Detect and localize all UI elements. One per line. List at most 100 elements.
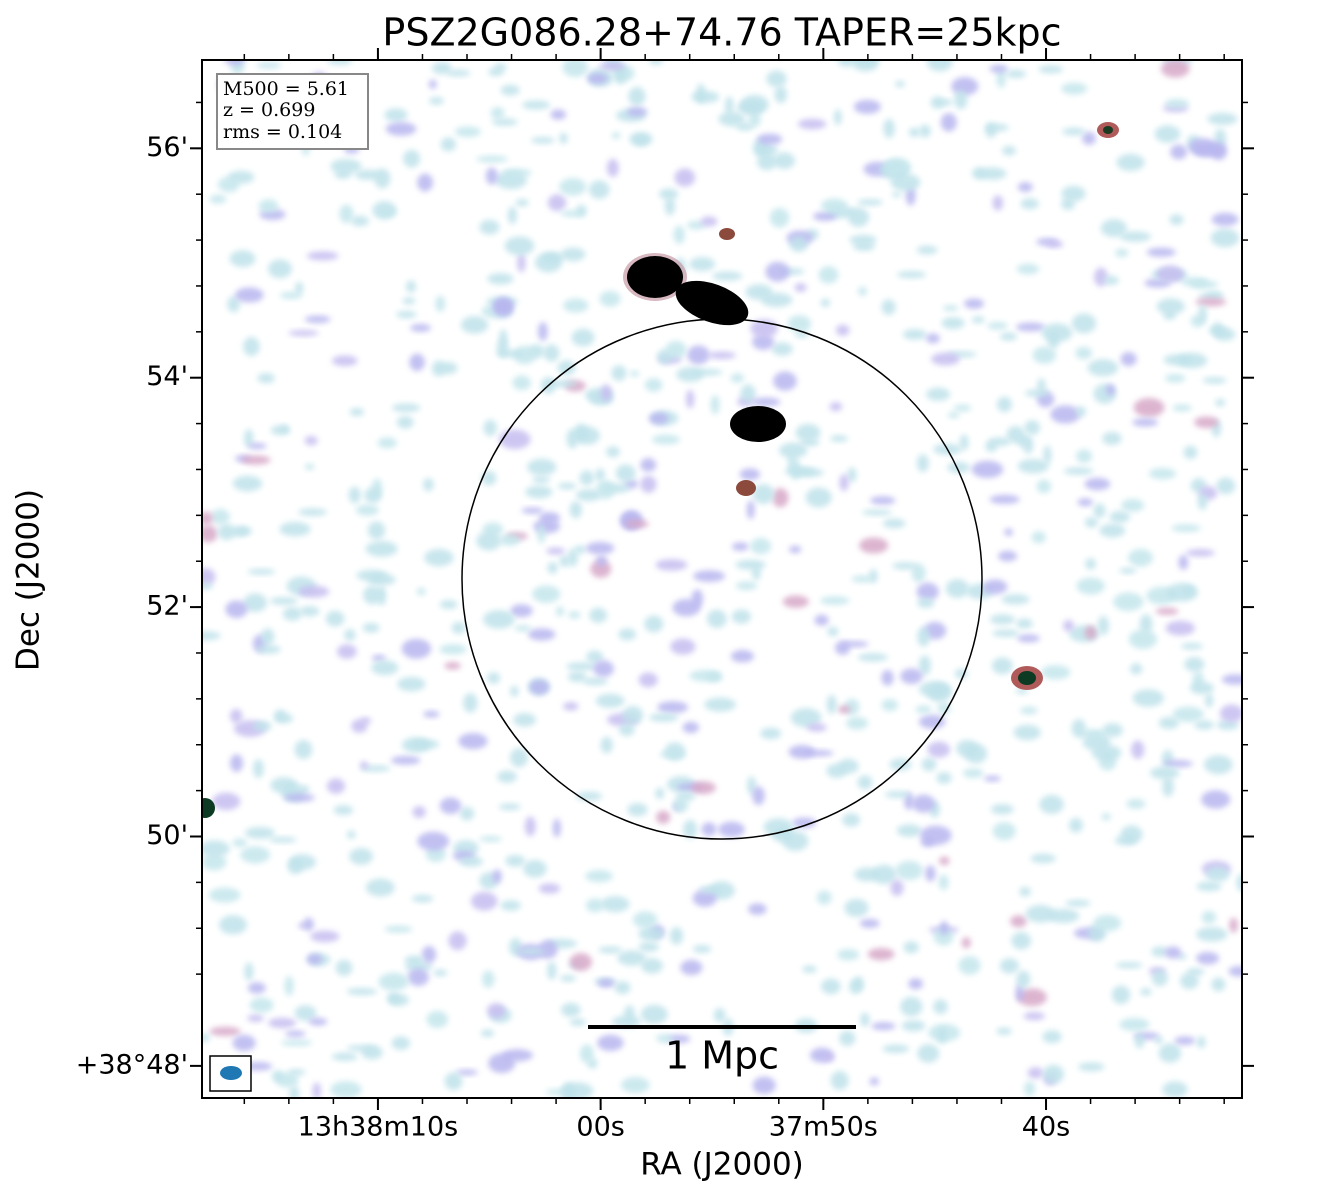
noise-blob	[685, 389, 695, 409]
noise-blob	[279, 521, 311, 537]
noise-blob	[629, 132, 653, 146]
noise-blob	[1025, 904, 1056, 923]
noise-blob	[895, 860, 923, 881]
noise-blob	[256, 644, 281, 654]
noise-blob	[1160, 60, 1190, 78]
noise-blob	[1154, 125, 1181, 143]
noise-blob	[1180, 972, 1199, 990]
noise-blob	[826, 694, 837, 714]
y-tick-label: +38°48'	[76, 1049, 188, 1080]
noise-blob	[613, 65, 627, 85]
noise-blob	[996, 1027, 1012, 1035]
noise-blob	[557, 482, 577, 490]
noise-blob	[1163, 310, 1176, 320]
noise-blob	[766, 70, 787, 88]
noise-blob	[990, 804, 1014, 815]
info-text: rms = 0.104	[223, 121, 342, 143]
noise-blob	[833, 109, 842, 126]
noise-blob	[941, 316, 965, 330]
noise-blob	[1076, 577, 1105, 595]
noise-blob	[550, 109, 567, 120]
noise-blob	[606, 158, 619, 177]
noise-blob	[1211, 322, 1224, 337]
noise-blob	[945, 579, 970, 598]
noise-blob	[797, 118, 827, 130]
noise-blob	[731, 609, 752, 624]
noise-blob	[1164, 946, 1182, 959]
noise-blob	[502, 168, 532, 178]
noise-blob	[998, 550, 1018, 562]
noise-blob	[232, 838, 248, 848]
noise-blob	[529, 679, 550, 695]
noise-blob	[917, 1043, 940, 1063]
noise-blob	[901, 1020, 926, 1032]
noise-blob	[391, 403, 421, 413]
x-tick-label: 13h38m10s	[298, 1112, 459, 1143]
noise-blob	[547, 561, 558, 574]
noise-blob	[448, 931, 467, 951]
noise-blob	[344, 628, 356, 642]
noise-blob	[1050, 405, 1081, 424]
noise-blob	[496, 349, 524, 358]
noise-blob	[209, 1026, 241, 1036]
noise-blob	[1041, 323, 1073, 342]
noise-blob	[1078, 1062, 1105, 1072]
sources	[202, 122, 1119, 818]
noise-blob	[1084, 517, 1098, 528]
noise-blob	[869, 496, 896, 505]
noise-blob	[696, 83, 706, 104]
noise-blob	[412, 805, 426, 818]
noise-blob	[1091, 744, 1122, 761]
noise-blob	[514, 625, 532, 632]
noise-blob	[897, 270, 927, 279]
noise-blob	[402, 297, 416, 305]
noise-blob	[460, 315, 489, 334]
noise-blob	[1020, 706, 1038, 715]
noise-blob	[954, 90, 968, 110]
noise-blob	[1163, 354, 1193, 366]
noise-blob	[790, 708, 822, 728]
noise-blob	[1082, 131, 1097, 145]
noise-blob	[830, 1070, 849, 1091]
noise-blob	[268, 836, 297, 843]
noise-blob	[202, 525, 218, 543]
noise-blob	[396, 415, 414, 429]
noise-blob	[285, 1030, 306, 1038]
noise-blob	[739, 468, 761, 481]
noise-blob	[1115, 962, 1143, 969]
noise-blob	[889, 758, 912, 771]
noise-blob	[444, 1072, 463, 1091]
noise-blob	[390, 755, 421, 765]
noise-blob	[665, 340, 687, 359]
info-box	[216, 73, 369, 150]
noise-blob	[823, 1053, 835, 1062]
noise-blob	[1148, 468, 1177, 480]
noise-blob	[1163, 760, 1193, 768]
noise-blob	[243, 429, 254, 448]
noise-blob	[860, 1012, 870, 1027]
scale-bar-label: 1 Mpc	[665, 1034, 779, 1078]
noise-blob	[333, 805, 354, 816]
noise-blob	[718, 111, 746, 127]
noise-blob	[298, 585, 330, 598]
noise-blob	[640, 1004, 668, 1024]
noise-blob	[624, 1005, 635, 1023]
noise-blob	[470, 891, 498, 911]
noise-blob	[359, 761, 369, 770]
noise-blob	[212, 792, 241, 811]
noise-blob	[271, 1070, 284, 1082]
noise-blob	[588, 180, 610, 199]
noise-blob	[360, 717, 372, 724]
noise-blob	[486, 1002, 506, 1019]
noise-blob	[1151, 969, 1168, 987]
noise-blob	[202, 511, 213, 525]
noise-blob	[1221, 674, 1242, 685]
noise-blob	[426, 1010, 449, 1029]
noise-blob	[532, 476, 551, 484]
noise-blob	[656, 1033, 674, 1043]
noise-blob	[931, 352, 960, 366]
noise-blob	[1030, 853, 1056, 864]
noise-blob	[1016, 970, 1031, 989]
noise-blob	[670, 638, 696, 655]
noise-blob	[1210, 228, 1240, 248]
